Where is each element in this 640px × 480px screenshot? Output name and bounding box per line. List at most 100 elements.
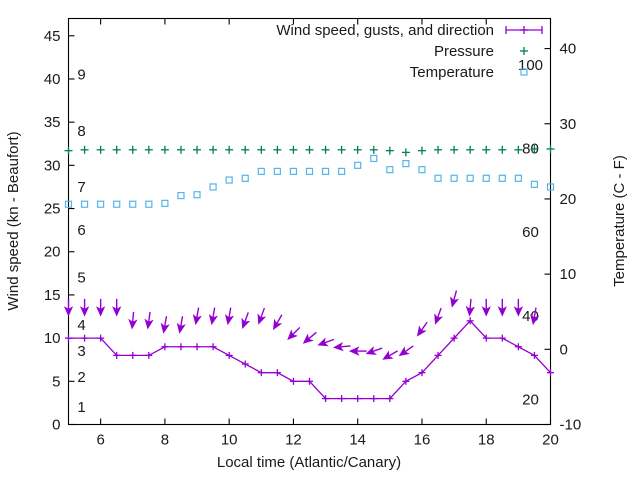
wind-direction-arrow (257, 307, 267, 325)
beaufort-scale-labels: 1 2 3 4 5 6 7 8 9 (77, 67, 85, 417)
arrow-head (208, 314, 218, 326)
arrow-head (144, 318, 154, 330)
series-pressure (64, 144, 555, 157)
beaufort-label: 3 (77, 343, 85, 360)
arrow-head (79, 306, 90, 317)
beaufort-label: 4 (77, 317, 85, 334)
wind-direction-arrow (192, 307, 202, 326)
square-marker (113, 200, 121, 208)
square-marker (193, 191, 201, 199)
square-marker (482, 174, 490, 182)
arrow-head (273, 318, 283, 331)
square-marker (305, 167, 314, 175)
wind-direction-arrow (144, 311, 154, 330)
fahrenheit-label: 100 (518, 57, 543, 74)
square-marker (338, 167, 346, 175)
square-marker (418, 166, 426, 174)
wind-direction-arrow (365, 346, 383, 355)
square-marker (273, 167, 281, 175)
arrow-head (416, 325, 427, 337)
y-axis-ticks: 0 5 10 15 20 25 30 35 40 45 (44, 28, 75, 434)
square-marker (434, 174, 442, 182)
wind-direction-arrow (332, 341, 351, 352)
square-marker (80, 200, 89, 208)
series-temperature (64, 154, 555, 208)
legend-label-1: Pressure (434, 43, 494, 60)
arrow-head (160, 322, 170, 334)
arrow-head (241, 317, 251, 330)
plot-frame (67, 17, 552, 426)
arrow-head (63, 306, 74, 317)
square-marker (370, 154, 378, 163)
square-marker (289, 167, 298, 175)
square-marker (161, 199, 169, 207)
wind-direction-arrow (63, 298, 74, 317)
x-tick-label: 10 (221, 432, 238, 449)
arrow-head (317, 337, 329, 347)
y2-axis-title: Temperature (C - F) (611, 155, 628, 287)
wind-direction-arrow (530, 307, 540, 326)
x-tick-label: 14 (349, 432, 366, 449)
x-tick-label: 6 (96, 432, 104, 449)
beaufort-label: 7 (77, 179, 85, 196)
arrow-head (481, 306, 491, 317)
square-marker (386, 166, 394, 174)
y-axis-title: Wind speed (kn - Beaufort) (5, 131, 22, 310)
arrow-head (450, 296, 460, 308)
arrow-head (530, 314, 540, 326)
y2-tick-label: 20 (560, 191, 577, 208)
wind-direction-arrow (128, 311, 138, 330)
y2-tick-label: 10 (560, 266, 577, 283)
beaufort-label: 1 (77, 399, 85, 416)
arrow-head (192, 314, 202, 326)
y-tick-label: 5 (52, 373, 60, 390)
x-tick-label: 20 (542, 432, 559, 449)
y-tick-label: 35 (44, 114, 61, 131)
wind-direction-arrow (79, 298, 90, 317)
beaufort-label: 6 (77, 222, 85, 239)
arrow-head (95, 306, 106, 317)
x-axis-ticks: 6 8 10 12 14 16 18 20 (96, 18, 559, 449)
square-marker (225, 176, 233, 184)
wind-direction-arrow (450, 290, 460, 308)
y-tick-label: 45 (44, 28, 61, 45)
square-marker (450, 174, 458, 182)
arrow-head (398, 346, 410, 357)
square-marker (129, 200, 137, 208)
y-tick-label: 15 (44, 287, 61, 304)
wind-direction-arrow (465, 298, 475, 317)
y2-tick-label: 40 (560, 41, 577, 58)
y2-tick-label: 0 (560, 341, 568, 358)
fahrenheit-label: 60 (522, 224, 539, 241)
square-marker (209, 183, 217, 191)
wind-direction-arrow (348, 346, 367, 356)
arrow-head (112, 306, 122, 317)
square-marker (97, 200, 105, 208)
wind-direction-arrow (160, 316, 170, 334)
square-marker (257, 167, 265, 175)
arrow-head (382, 350, 394, 360)
y2-axis-ticks: -10 0 10 20 30 40 (544, 41, 581, 434)
square-marker (520, 68, 528, 76)
wind-direction-arrow (302, 331, 317, 344)
arrow-head (465, 305, 475, 317)
wind-direction-arrow (416, 321, 428, 337)
square-marker (241, 174, 249, 182)
y-tick-label: 20 (44, 244, 61, 261)
x-tick-label: 16 (414, 432, 431, 449)
square-marker (530, 180, 539, 188)
wind-direction-arrow (317, 337, 335, 347)
arrow-head (176, 322, 186, 334)
x-tick-label: 8 (161, 432, 169, 449)
x-tick-label: 18 (478, 432, 495, 449)
arrow-head (497, 306, 507, 317)
wind-direction-arrow (224, 307, 235, 326)
y-tick-label: 40 (44, 71, 61, 88)
wind-direction-arrow (287, 326, 301, 340)
beaufort-label: 2 (77, 369, 85, 386)
y-tick-label: 0 (52, 417, 60, 434)
fahrenheit-label: 20 (522, 392, 539, 409)
arrow-head (434, 313, 443, 325)
arrow-head (513, 306, 524, 317)
